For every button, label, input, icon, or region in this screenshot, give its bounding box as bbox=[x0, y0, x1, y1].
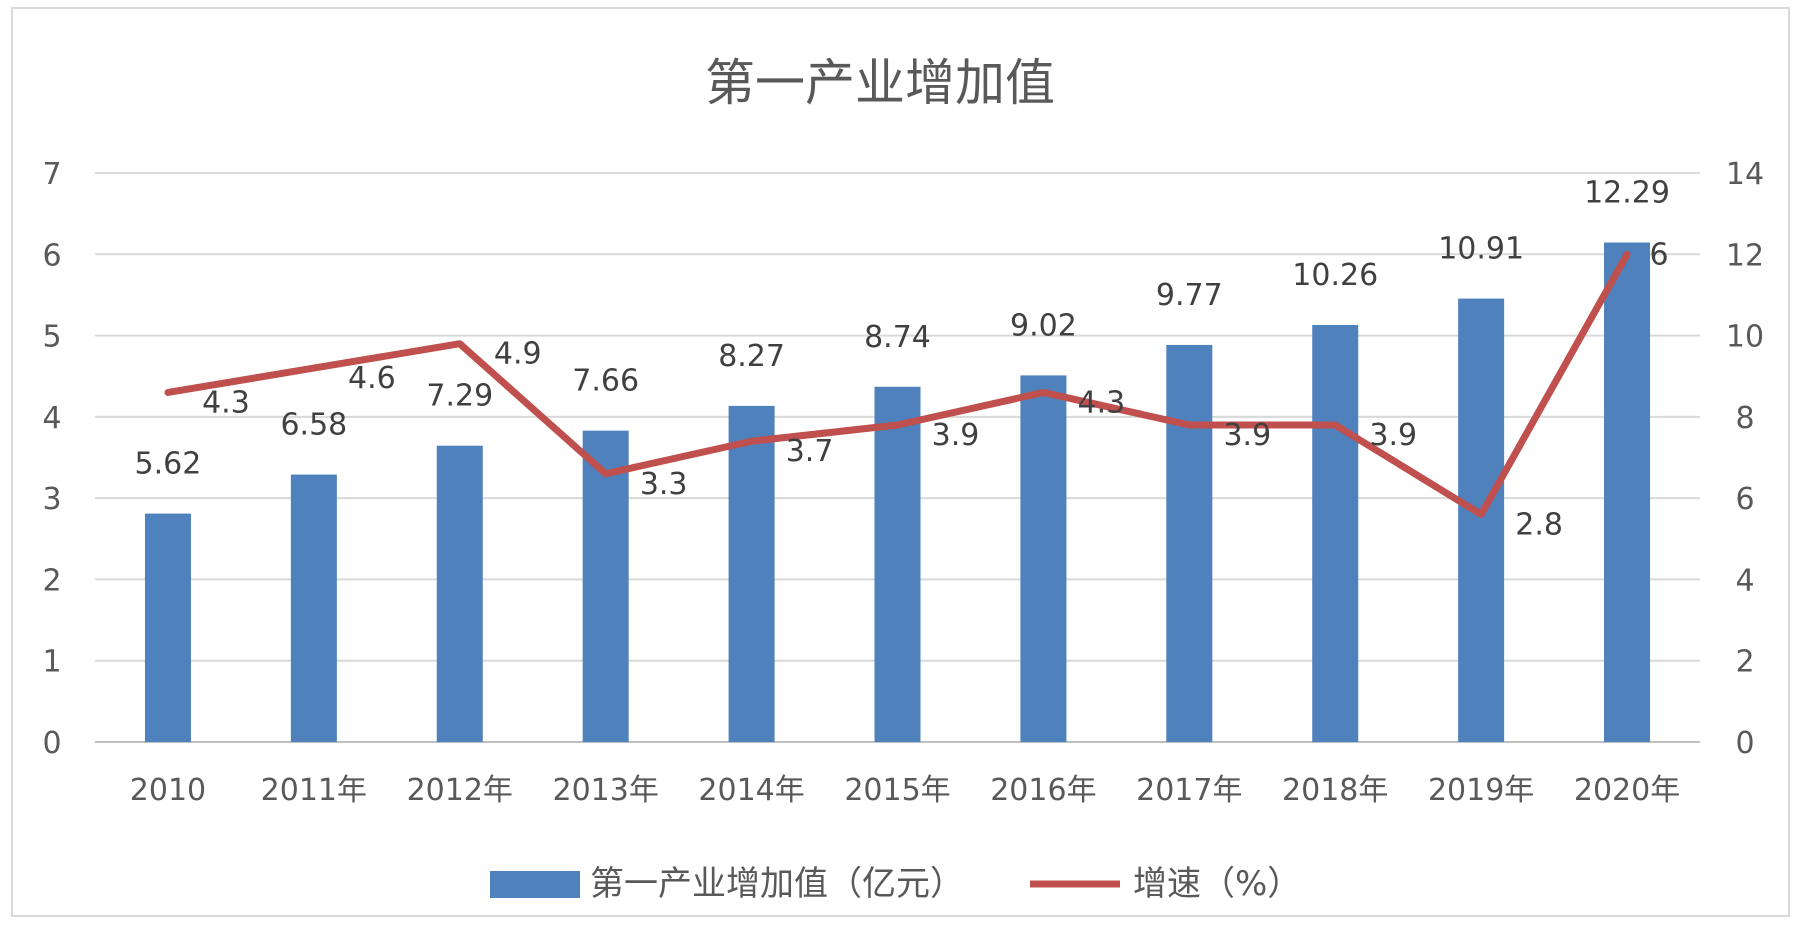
bar bbox=[1458, 298, 1505, 742]
chart-border bbox=[11, 7, 1790, 917]
line-point bbox=[1624, 251, 1631, 258]
x-tick-label: 2016年 bbox=[990, 773, 1096, 808]
line-value-label: 3.9 bbox=[1223, 418, 1271, 453]
bar bbox=[1604, 242, 1651, 743]
bar-value-label: 7.66 bbox=[572, 364, 639, 399]
x-axis: 2010 2011年 2012年 2013年 2014年 2015年 2016年 2017年 2… bbox=[130, 773, 1680, 808]
line-value-label: 2.8 bbox=[1515, 507, 1563, 542]
legend-bar-swatch bbox=[490, 871, 580, 898]
right-tick-label: 10 bbox=[1726, 320, 1764, 355]
x-tick-label: 2019年 bbox=[1428, 773, 1534, 808]
bar bbox=[290, 474, 337, 742]
line-value-label: 4.3 bbox=[202, 385, 250, 420]
bar bbox=[436, 445, 483, 742]
bar bbox=[582, 430, 629, 742]
x-tick-label: 2018年 bbox=[1282, 773, 1388, 808]
line-series bbox=[164, 250, 1631, 518]
bar-value-label: 6.58 bbox=[280, 408, 347, 443]
line-point bbox=[1478, 511, 1485, 518]
bar bbox=[874, 386, 921, 742]
left-tick-label: 2 bbox=[42, 563, 61, 598]
bar-value-label: 9.77 bbox=[1156, 278, 1223, 313]
bar-series bbox=[144, 242, 1651, 743]
bar bbox=[728, 405, 775, 742]
legend-bar-label: 第一产业增加值（亿元） bbox=[590, 864, 964, 904]
line-point bbox=[1332, 421, 1339, 428]
line-point bbox=[1040, 389, 1047, 396]
line-point bbox=[602, 470, 609, 477]
x-tick-label: 2011年 bbox=[261, 773, 367, 808]
bar-value-label: 10.91 bbox=[1438, 232, 1524, 267]
left-tick-label: 1 bbox=[42, 645, 61, 680]
line-value-label: 4.6 bbox=[348, 361, 396, 396]
legend: 第一产业增加值（亿元） 增速（%） bbox=[490, 864, 1301, 904]
left-tick-label: 4 bbox=[42, 401, 61, 436]
line-point bbox=[1186, 421, 1193, 428]
line-value-label: 3.9 bbox=[1369, 418, 1417, 453]
bar bbox=[1020, 375, 1067, 742]
bar-value-label: 8.74 bbox=[864, 320, 931, 355]
line-value-label: 4.9 bbox=[494, 337, 542, 372]
line-value-label: 6 bbox=[1649, 237, 1668, 272]
bar-value-label: 9.02 bbox=[1010, 308, 1077, 343]
left-tick-label: 7 bbox=[42, 157, 61, 192]
right-tick-label: 12 bbox=[1726, 238, 1764, 273]
right-tick-label: 6 bbox=[1735, 482, 1754, 517]
chart-title: 第一产业增加值 bbox=[705, 54, 1055, 112]
x-tick-label: 2012年 bbox=[407, 773, 513, 808]
line-point bbox=[894, 421, 901, 428]
right-tick-label: 4 bbox=[1735, 563, 1754, 598]
left-tick-label: 3 bbox=[42, 482, 61, 517]
x-tick-label: 2020年 bbox=[1574, 773, 1680, 808]
x-tick-label: 2014年 bbox=[698, 773, 804, 808]
left-axis: 0 1 2 3 4 5 6 7 bbox=[42, 157, 61, 761]
x-tick-label: 2017年 bbox=[1136, 773, 1242, 808]
left-tick-label: 5 bbox=[42, 320, 61, 355]
bar bbox=[144, 513, 191, 742]
bar-value-label: 5.62 bbox=[135, 447, 202, 482]
bar-value-label: 10.26 bbox=[1292, 258, 1378, 293]
right-tick-label: 2 bbox=[1735, 645, 1754, 680]
line-value-label: 3.3 bbox=[640, 467, 688, 502]
line-value-label: 3.7 bbox=[786, 434, 834, 469]
line-point bbox=[164, 389, 171, 396]
line-point bbox=[456, 340, 463, 347]
x-tick-label: 2013年 bbox=[553, 773, 659, 808]
left-tick-label: 6 bbox=[42, 238, 61, 273]
legend-line-label: 增速（%） bbox=[1133, 864, 1301, 904]
data-labels: 5.62 6.58 7.29 7.66 8.27 8.74 9.02 9.77 10.26 10.… bbox=[135, 175, 1670, 542]
bar bbox=[1312, 325, 1359, 742]
bar-value-label: 7.29 bbox=[426, 379, 493, 414]
line-point bbox=[310, 365, 317, 372]
bar-value-label: 12.29 bbox=[1584, 175, 1670, 210]
right-tick-label: 8 bbox=[1735, 401, 1754, 436]
right-axis: 0 2 4 6 8 10 12 14 bbox=[1726, 157, 1764, 761]
left-tick-label: 0 bbox=[42, 726, 61, 761]
right-tick-label: 14 bbox=[1726, 157, 1764, 192]
x-tick-label: 2015年 bbox=[844, 773, 950, 808]
line-point bbox=[748, 438, 755, 445]
bar bbox=[1166, 344, 1213, 742]
bar-value-label: 8.27 bbox=[718, 339, 785, 374]
line-value-label: 4.3 bbox=[1078, 385, 1126, 420]
line-value-label: 3.9 bbox=[932, 418, 980, 453]
right-tick-label: 0 bbox=[1735, 726, 1754, 761]
x-tick-label: 2010 bbox=[130, 773, 206, 808]
